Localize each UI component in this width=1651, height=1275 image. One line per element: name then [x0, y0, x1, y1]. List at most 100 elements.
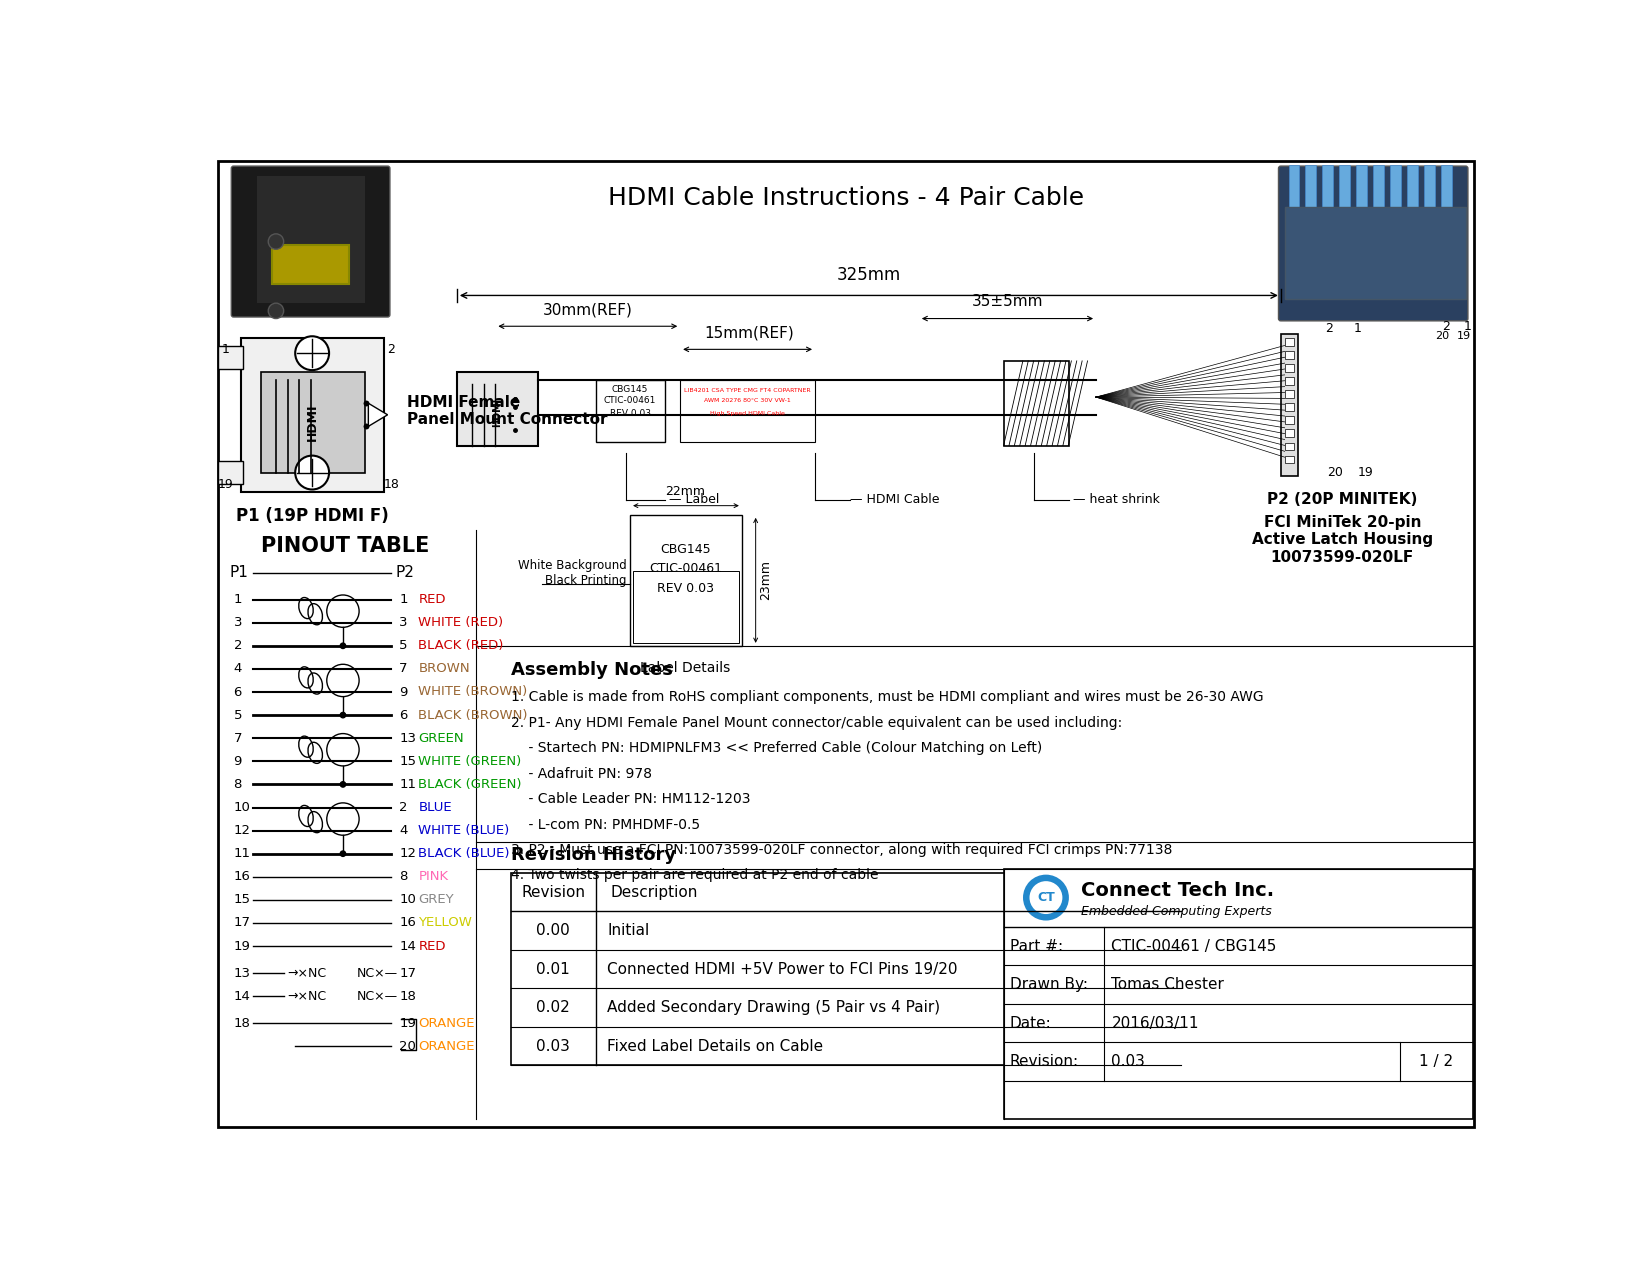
- Text: - L-com PN: PMHDMF-0.5: - L-com PN: PMHDMF-0.5: [510, 817, 700, 831]
- Text: 13: 13: [400, 732, 416, 745]
- Circle shape: [267, 233, 284, 249]
- Text: 20: 20: [400, 1039, 416, 1053]
- Bar: [1284, 430, 1294, 437]
- Text: Part #:: Part #:: [1010, 938, 1063, 954]
- Text: 1: 1: [221, 343, 229, 356]
- Text: ORANGE: ORANGE: [418, 1039, 475, 1053]
- Bar: [634, 571, 738, 643]
- Bar: [1281, 334, 1298, 477]
- Text: 2: 2: [1326, 323, 1334, 335]
- Text: 23mm: 23mm: [759, 560, 771, 601]
- Bar: [241, 338, 383, 492]
- Bar: [510, 873, 1180, 1066]
- Bar: [272, 245, 348, 284]
- Bar: [1284, 338, 1294, 346]
- Text: 3: 3: [400, 616, 408, 629]
- Text: 35±5mm: 35±5mm: [972, 295, 1043, 310]
- Text: 19: 19: [400, 1016, 416, 1030]
- Bar: [1355, 164, 1367, 214]
- Text: Added Secondary Drawing (5 Pair vs 4 Pair): Added Secondary Drawing (5 Pair vs 4 Pai…: [608, 1000, 939, 1015]
- Bar: [1339, 164, 1351, 214]
- Text: 0.02: 0.02: [537, 1000, 570, 1015]
- Text: 30mm(REF): 30mm(REF): [543, 302, 632, 317]
- Text: 1: 1: [1354, 323, 1362, 335]
- Text: 14: 14: [233, 989, 251, 1002]
- Text: 1 / 2: 1 / 2: [1420, 1054, 1453, 1070]
- Text: Tomas Chester: Tomas Chester: [1111, 977, 1225, 992]
- Text: 12: 12: [233, 824, 251, 838]
- Text: 0.03: 0.03: [1111, 1054, 1146, 1070]
- Circle shape: [1030, 882, 1062, 913]
- Text: 15: 15: [233, 894, 251, 907]
- Text: 6: 6: [400, 709, 408, 722]
- Bar: [218, 462, 243, 485]
- Circle shape: [340, 713, 345, 718]
- Bar: [218, 346, 243, 368]
- Text: 15mm(REF): 15mm(REF): [705, 325, 794, 340]
- Text: Embedded Computing Experts: Embedded Computing Experts: [1081, 905, 1271, 918]
- Text: PINK: PINK: [418, 871, 449, 884]
- Text: BLACK (BROWN): BLACK (BROWN): [418, 709, 528, 722]
- Text: High Speed HDMI Cable: High Speed HDMI Cable: [710, 411, 784, 416]
- Text: 7: 7: [233, 732, 243, 745]
- Bar: [1306, 164, 1316, 214]
- Text: — HDMI Cable: — HDMI Cable: [850, 493, 939, 506]
- Bar: [1284, 442, 1294, 450]
- Bar: [631, 515, 741, 646]
- Circle shape: [340, 782, 345, 787]
- Bar: [680, 380, 816, 441]
- Text: Assembly Notes: Assembly Notes: [510, 662, 672, 680]
- Text: 325mm: 325mm: [837, 266, 901, 284]
- Text: REV 0.03: REV 0.03: [657, 581, 715, 594]
- Text: 5: 5: [400, 639, 408, 653]
- Text: Description: Description: [611, 885, 698, 900]
- Text: GREY: GREY: [418, 894, 454, 907]
- Text: 4. Two twists per pair are required at P2 end of cable: 4. Two twists per pair are required at P…: [510, 868, 878, 882]
- Text: WHITE (GREEN): WHITE (GREEN): [418, 755, 522, 768]
- Text: P2: P2: [395, 565, 414, 580]
- Bar: [1441, 164, 1451, 214]
- Text: 18: 18: [233, 1016, 251, 1030]
- Text: 10: 10: [233, 801, 251, 813]
- Text: - Adafruit PN: 978: - Adafruit PN: 978: [510, 766, 652, 780]
- Text: NC×—: NC×—: [357, 966, 398, 979]
- Text: 4: 4: [233, 663, 243, 676]
- Text: 20: 20: [1327, 467, 1342, 479]
- Text: CBG145: CBG145: [613, 385, 649, 394]
- Text: FCI MiniTek 20-pin
Active Latch Housing
10073599-020LF: FCI MiniTek 20-pin Active Latch Housing …: [1251, 515, 1433, 565]
- Bar: [1284, 377, 1294, 385]
- Text: YELLOW: YELLOW: [418, 917, 472, 929]
- Text: HDMI: HDMI: [305, 404, 319, 441]
- Text: ORANGE: ORANGE: [418, 1016, 475, 1030]
- Text: 22mm: 22mm: [665, 484, 705, 499]
- Bar: [1004, 870, 1473, 1119]
- Text: HDMI Cable Instructions - 4 Pair Cable: HDMI Cable Instructions - 4 Pair Cable: [608, 186, 1083, 209]
- Text: Drawn By:: Drawn By:: [1010, 977, 1088, 992]
- Text: 8: 8: [400, 871, 408, 884]
- FancyBboxPatch shape: [1278, 166, 1468, 321]
- Bar: [256, 176, 365, 303]
- Text: 2: 2: [400, 801, 408, 813]
- Text: GREEN: GREEN: [418, 732, 464, 745]
- Text: 11: 11: [233, 847, 251, 861]
- Text: CTIC-00461 / CBG145: CTIC-00461 / CBG145: [1111, 938, 1276, 954]
- Text: 8: 8: [233, 778, 243, 790]
- Text: 1: 1: [233, 593, 243, 606]
- Text: BLUE: BLUE: [418, 801, 452, 813]
- Text: HDMI Female
Panel Mount Connector: HDMI Female Panel Mount Connector: [406, 395, 608, 427]
- Bar: [1004, 361, 1070, 445]
- Text: — Label: — Label: [669, 493, 720, 506]
- Text: Date:: Date:: [1010, 1016, 1052, 1030]
- Text: 20: 20: [1435, 332, 1450, 342]
- Text: Revision:: Revision:: [1010, 1054, 1078, 1070]
- Text: PINOUT TABLE: PINOUT TABLE: [261, 536, 429, 556]
- Text: - Cable Leader PN: HM112-1203: - Cable Leader PN: HM112-1203: [510, 792, 750, 806]
- Text: 17: 17: [400, 966, 416, 979]
- Text: Revision: Revision: [522, 885, 584, 900]
- Text: 13: 13: [233, 966, 251, 979]
- Text: P2 (20P MINITEK): P2 (20P MINITEK): [1268, 492, 1418, 506]
- Bar: [1284, 207, 1466, 300]
- Bar: [261, 372, 365, 473]
- Text: White Background
Black Printing: White Background Black Printing: [517, 558, 626, 587]
- Bar: [1374, 164, 1384, 214]
